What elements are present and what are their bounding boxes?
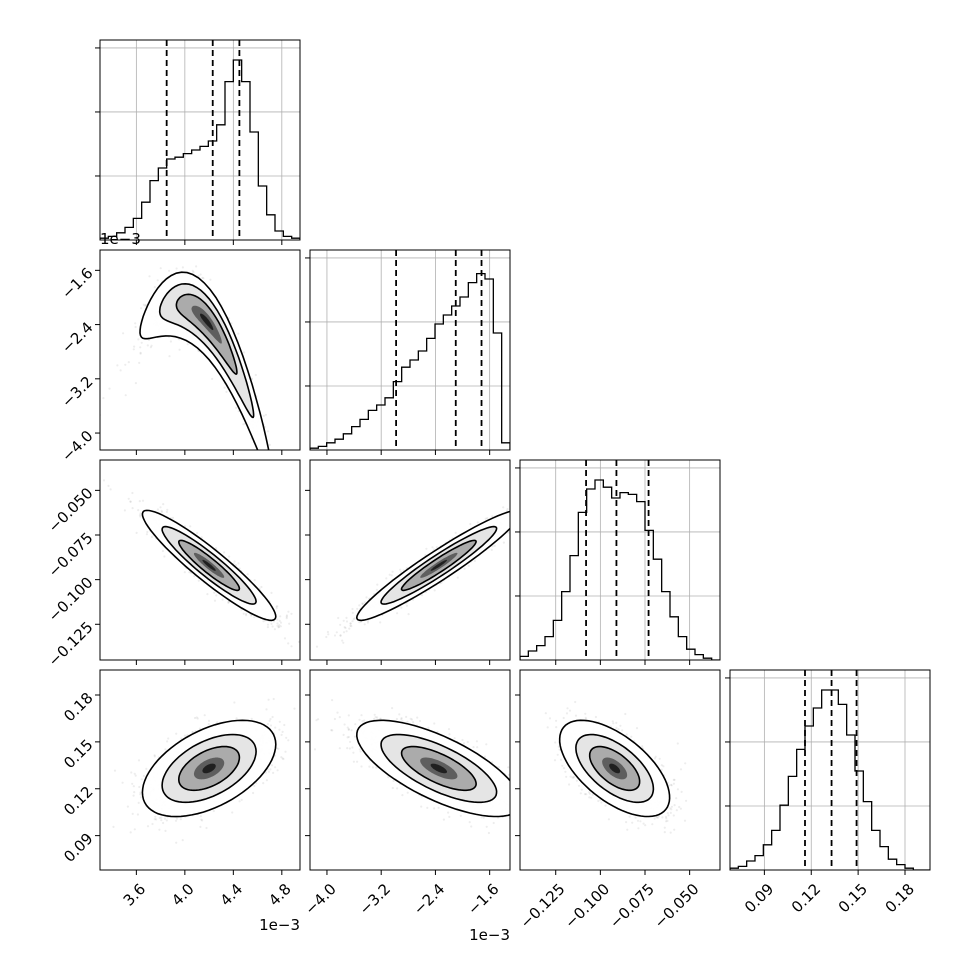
x-tick-label-0-0: 3.6 — [120, 880, 150, 910]
contour-line-2 — [177, 745, 241, 792]
y-tick-label-1-3: −1.6 — [58, 264, 96, 302]
histogram-2 — [520, 479, 720, 660]
hist-panel-2 — [515, 459, 721, 661]
density-level-2 — [176, 294, 237, 375]
density-level-4 — [202, 559, 216, 571]
ticks-1-1 — [326, 450, 491, 455]
panel-frame — [99, 249, 301, 451]
contour-line-1 — [161, 525, 257, 605]
y-tick-label-1-0: −4.0 — [58, 427, 96, 465]
x-tick-label-3-3: 0.18 — [882, 880, 918, 916]
contour-line-1 — [158, 282, 255, 419]
x-tick-label-3-0: 0.09 — [741, 880, 777, 916]
ticks-2-0 — [95, 489, 283, 665]
y-tick-label-3-1: 0.12 — [60, 783, 96, 819]
x-tick-label-0-1: 4.0 — [168, 880, 198, 910]
x-tick-label-2-1: −0.100 — [561, 880, 613, 932]
scatter-panel-3-1 — [309, 669, 511, 871]
x-tick-label-2-3: −0.050 — [651, 880, 703, 932]
density-level-1 — [159, 283, 254, 418]
ticks-0-0 — [135, 240, 283, 245]
contour-line-2 — [175, 293, 238, 375]
x-tick-label-0-2: 4.4 — [217, 880, 247, 910]
y-tick-label-2-0: −0.125 — [45, 618, 97, 670]
y-tick-label-3-0: 0.09 — [60, 829, 96, 865]
hist-grid-3 — [730, 670, 930, 870]
hist-grid-1 — [310, 250, 510, 450]
density-level-4 — [202, 763, 216, 774]
contour-line-0 — [558, 719, 671, 818]
scatter-panel-1-0 — [99, 249, 301, 451]
panel-frame — [309, 459, 511, 661]
contour-line-1 — [575, 733, 655, 804]
x-tick-label-3-2: 0.15 — [835, 880, 871, 916]
y-tick-label-3-2: 0.15 — [60, 736, 96, 772]
hist-grid-2 — [520, 460, 720, 660]
contour-line-0 — [141, 719, 277, 818]
ticks-2-2 — [555, 660, 691, 665]
x-tick-label-1-0: −4.0 — [301, 880, 339, 918]
contour-line-2 — [400, 745, 477, 792]
hist-frame-0 — [99, 39, 301, 241]
contour-line-2 — [400, 539, 477, 592]
x-offset-label-p1: 1e−3 — [469, 926, 510, 944]
scatter-panel-2-1 — [309, 459, 511, 661]
ticks-3-1 — [305, 694, 491, 875]
ticks-3-0 — [95, 694, 283, 875]
scatter-panel-2-0 — [99, 459, 301, 661]
x-offset-label-p0: 1e−3 — [259, 916, 300, 934]
panel-frame — [99, 459, 301, 661]
y-tick-label-2-2: −0.075 — [45, 529, 97, 581]
contour-line-1 — [161, 733, 257, 804]
density-level-4 — [430, 559, 447, 571]
density-level-4 — [200, 313, 214, 331]
histogram-1 — [310, 272, 510, 450]
panel-frame — [99, 669, 301, 871]
ticks-1-0 — [95, 269, 283, 455]
contour-line-0 — [355, 510, 510, 622]
contour-line-0 — [141, 509, 277, 622]
y-tick-label-1-2: −2.4 — [58, 318, 96, 356]
x-tick-label-2-2: −0.075 — [606, 880, 658, 932]
density-level-4 — [609, 763, 621, 774]
panel-frame — [519, 669, 721, 871]
ticks-3-2 — [515, 694, 691, 875]
scatter-panel-3-2 — [519, 669, 721, 871]
x-tick-label-1-1: −3.2 — [356, 880, 394, 918]
hist-panel-1 — [305, 249, 511, 451]
contour-line-0 — [139, 271, 270, 450]
y-tick-label-1-1: −3.2 — [58, 373, 96, 411]
histogram-3 — [730, 689, 930, 870]
hist-frame-3 — [729, 669, 931, 871]
density-level-4 — [430, 763, 447, 774]
x-tick-label-2-0: −0.125 — [517, 880, 569, 932]
x-tick-label-0-3: 4.8 — [265, 880, 295, 910]
scatter-panel-3-0 — [99, 669, 301, 871]
contour-line-2 — [177, 539, 241, 592]
x-tick-label-1-3: −1.6 — [464, 880, 502, 918]
contour-line-1 — [380, 733, 498, 804]
ticks-3-3 — [763, 870, 906, 875]
contour-line-0 — [355, 719, 510, 818]
y-tick-label-2-1: −0.100 — [45, 573, 97, 625]
panel-frame — [309, 669, 511, 871]
hist-frame-1 — [309, 249, 511, 451]
x-tick-label-1-2: −2.4 — [410, 880, 448, 918]
contour-line-1 — [380, 525, 498, 605]
hist-frame-2 — [519, 459, 721, 661]
ticks-2-1 — [305, 489, 491, 665]
hist-panel-0 — [95, 39, 301, 241]
hist-panel-3 — [725, 669, 931, 871]
y-offset-label-p1: 1e−3 — [100, 230, 141, 248]
contour-line-2 — [588, 745, 641, 792]
y-tick-label-3-3: 0.18 — [60, 689, 96, 725]
y-tick-label-2-3: −0.050 — [45, 484, 97, 536]
hist-grid-0 — [100, 40, 300, 240]
histogram-0 — [100, 59, 300, 240]
x-tick-label-3-1: 0.12 — [788, 880, 824, 916]
